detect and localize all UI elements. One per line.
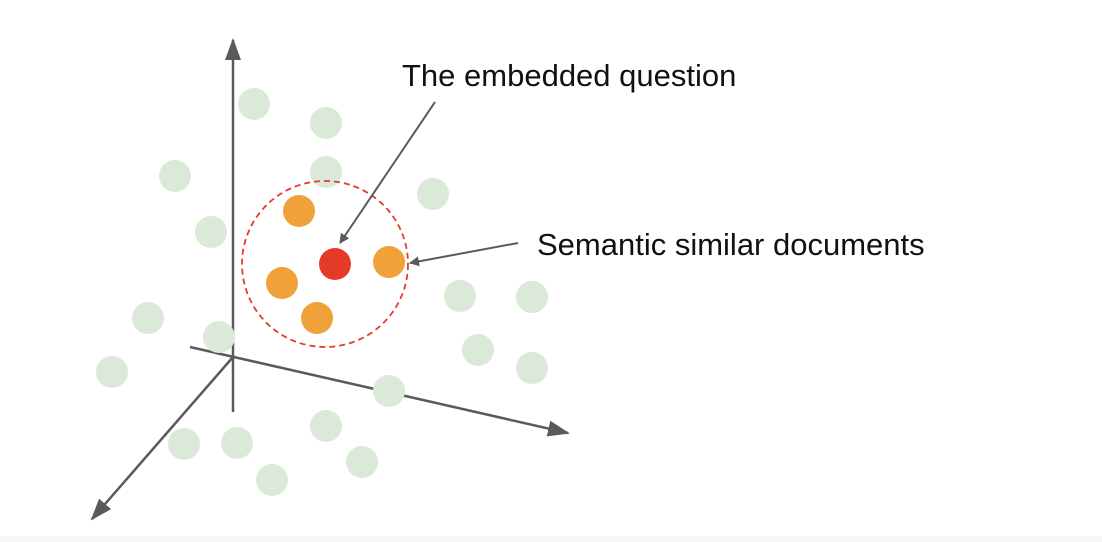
document-point	[221, 427, 253, 459]
document-points	[96, 88, 548, 496]
document-point	[195, 216, 227, 248]
similar-points	[266, 195, 405, 334]
document-point	[373, 375, 405, 407]
document-point	[462, 334, 494, 366]
depth-axis	[90, 356, 234, 521]
similar-documents-arrow	[409, 242, 519, 267]
document-point	[417, 178, 449, 210]
document-point	[444, 280, 476, 312]
similar-document-point	[373, 246, 405, 278]
document-point	[168, 428, 200, 460]
document-point	[346, 446, 378, 478]
document-point	[159, 160, 191, 192]
similar-document-point	[283, 195, 315, 227]
document-point	[310, 156, 342, 188]
similarity-boundary	[241, 180, 409, 348]
document-point	[256, 464, 288, 496]
document-point	[310, 410, 342, 442]
annotation-arrows	[339, 101, 519, 267]
question-point	[319, 248, 351, 280]
question-arrow	[339, 101, 436, 244]
similar-document-point	[266, 267, 298, 299]
document-point	[132, 302, 164, 334]
embedded-question-label: The embedded question	[402, 58, 737, 93]
similar-documents-label: Semantic similar documents	[537, 227, 925, 262]
document-point	[516, 281, 548, 313]
document-point	[238, 88, 270, 120]
bottom-strip	[0, 536, 1102, 542]
document-point	[310, 107, 342, 139]
document-point	[96, 356, 128, 388]
similar-document-point	[301, 302, 333, 334]
document-point	[516, 352, 548, 384]
document-point	[203, 321, 235, 353]
